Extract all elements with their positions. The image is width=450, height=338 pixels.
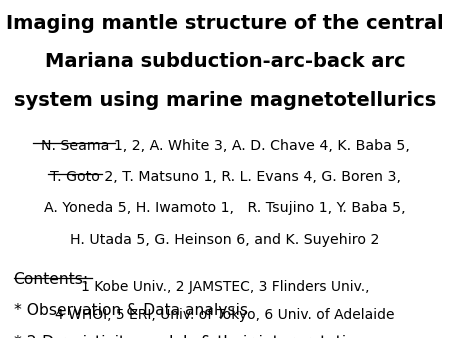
Text: A. Yoneda 5, H. Iwamoto 1,   R. Tsujino 1, Y. Baba 5,: A. Yoneda 5, H. Iwamoto 1, R. Tsujino 1,… [44, 201, 406, 215]
Text: system using marine magnetotellurics: system using marine magnetotellurics [14, 91, 436, 110]
Text: * Observation & Data analysis: * Observation & Data analysis [14, 303, 248, 317]
Text: T. Goto 2, T. Matsuno 1, R. L. Evans 4, G. Boren 3,: T. Goto 2, T. Matsuno 1, R. L. Evans 4, … [50, 170, 400, 184]
Text: Contents:: Contents: [14, 272, 89, 287]
Text: H. Utada 5, G. Heinson 6, and K. Suyehiro 2: H. Utada 5, G. Heinson 6, and K. Suyehir… [70, 233, 380, 247]
Text: Mariana subduction-arc-back arc: Mariana subduction-arc-back arc [45, 52, 405, 71]
Text: Imaging mantle structure of the central: Imaging mantle structure of the central [6, 14, 444, 32]
Text: N. Seama 1, 2, A. White 3, A. D. Chave 4, K. Baba 5,: N. Seama 1, 2, A. White 3, A. D. Chave 4… [40, 139, 410, 152]
Text: 1 Kobe Univ., 2 JAMSTEC, 3 Flinders Univ.,: 1 Kobe Univ., 2 JAMSTEC, 3 Flinders Univ… [81, 280, 369, 293]
Text: 4 WHOI, 5 ERI, Univ. of Tokyo, 6 Univ. of Adelaide: 4 WHOI, 5 ERI, Univ. of Tokyo, 6 Univ. o… [55, 308, 395, 322]
Text: * 2-D resistivity models & their interpretations: * 2-D resistivity models & their interpr… [14, 335, 373, 338]
